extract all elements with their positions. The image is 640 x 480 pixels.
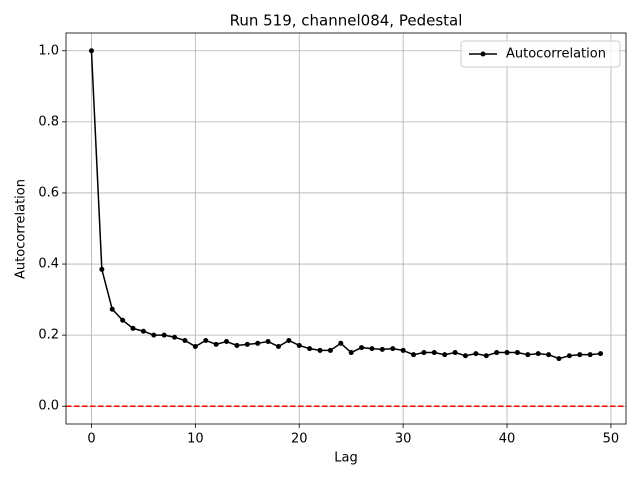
data-point — [130, 325, 136, 331]
data-point — [213, 341, 219, 347]
data-point — [504, 350, 510, 356]
data-point — [369, 346, 375, 352]
data-point — [379, 346, 385, 352]
x-tick-label: 30 — [395, 432, 412, 447]
data-point — [348, 350, 354, 356]
data-point — [255, 340, 261, 346]
data-point — [265, 339, 271, 345]
y-tick-label: 1.0 — [38, 43, 59, 58]
data-point — [172, 334, 178, 340]
data-point — [338, 340, 344, 346]
data-point — [286, 337, 292, 343]
data-point — [598, 351, 604, 357]
data-point — [307, 346, 313, 352]
data-point — [151, 332, 157, 338]
data-point — [566, 353, 572, 359]
y-tick-label: 0.4 — [38, 257, 59, 272]
data-point — [234, 342, 240, 348]
data-point — [120, 317, 126, 323]
data-point — [462, 353, 468, 359]
data-point — [421, 350, 427, 356]
data-point — [244, 341, 250, 347]
data-point — [452, 350, 458, 356]
x-tick-label: 40 — [499, 432, 516, 447]
chart-title: Run 519, channel084, Pedestal — [230, 12, 463, 30]
data-point — [587, 352, 593, 358]
x-tick-label: 0 — [87, 432, 95, 447]
data-point — [140, 328, 146, 334]
legend-marker — [480, 51, 486, 57]
legend-label: Autocorrelation — [506, 47, 606, 62]
data-point — [525, 352, 531, 358]
data-point — [224, 339, 230, 345]
data-point — [431, 350, 437, 356]
x-axis-label: Lag — [334, 451, 357, 466]
data-point — [99, 266, 105, 272]
x-tick-label: 10 — [187, 432, 204, 447]
data-point — [327, 347, 333, 353]
data-point — [494, 350, 500, 356]
data-point — [514, 350, 520, 356]
data-point — [400, 347, 406, 353]
y-axis-label: Autocorrelation — [14, 179, 29, 279]
data-point — [535, 351, 541, 357]
data-point — [88, 48, 94, 54]
y-tick-label: 0.6 — [38, 185, 59, 200]
data-point — [109, 306, 115, 312]
legend-box — [460, 40, 621, 68]
x-tick-label: 50 — [603, 432, 620, 447]
data-point — [473, 351, 479, 357]
data-point — [296, 342, 302, 348]
data-point — [390, 346, 396, 352]
x-tick-label: 20 — [291, 432, 308, 447]
data-point — [556, 356, 562, 362]
y-tick-label: 0.8 — [38, 114, 59, 129]
data-point — [192, 344, 198, 350]
data-point — [546, 352, 552, 358]
y-tick-label: 0.0 — [38, 399, 59, 414]
data-point — [161, 332, 167, 338]
data-point — [203, 337, 209, 343]
data-point — [182, 337, 188, 343]
data-point — [275, 344, 281, 350]
data-point — [317, 347, 323, 353]
data-point — [359, 345, 365, 351]
y-tick-label: 0.2 — [38, 328, 59, 343]
data-point — [442, 352, 448, 358]
plot-frame — [65, 32, 627, 425]
data-point — [577, 352, 583, 358]
data-point — [411, 352, 417, 358]
data-point — [483, 353, 489, 359]
